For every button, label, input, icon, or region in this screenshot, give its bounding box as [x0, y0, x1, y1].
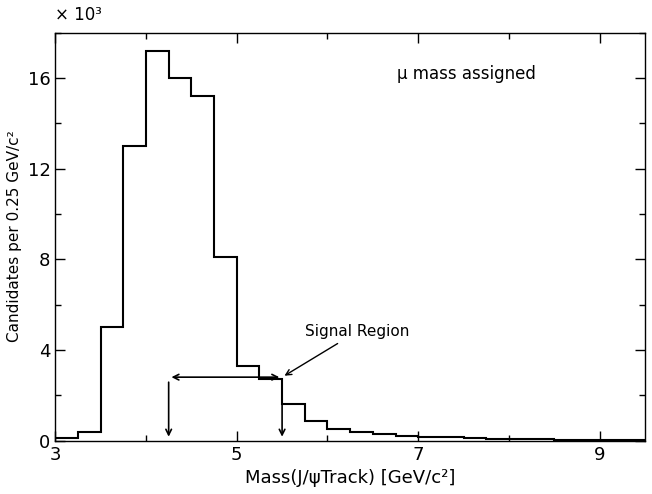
- Text: μ mass assigned: μ mass assigned: [397, 65, 536, 83]
- Text: Signal Region: Signal Region: [286, 325, 409, 375]
- Text: × 10³: × 10³: [55, 6, 102, 24]
- X-axis label: Mass(J/ψTrack) [GeV/c²]: Mass(J/ψTrack) [GeV/c²]: [245, 469, 455, 487]
- Y-axis label: Candidates per 0.25 GeV/c²: Candidates per 0.25 GeV/c²: [7, 131, 22, 342]
